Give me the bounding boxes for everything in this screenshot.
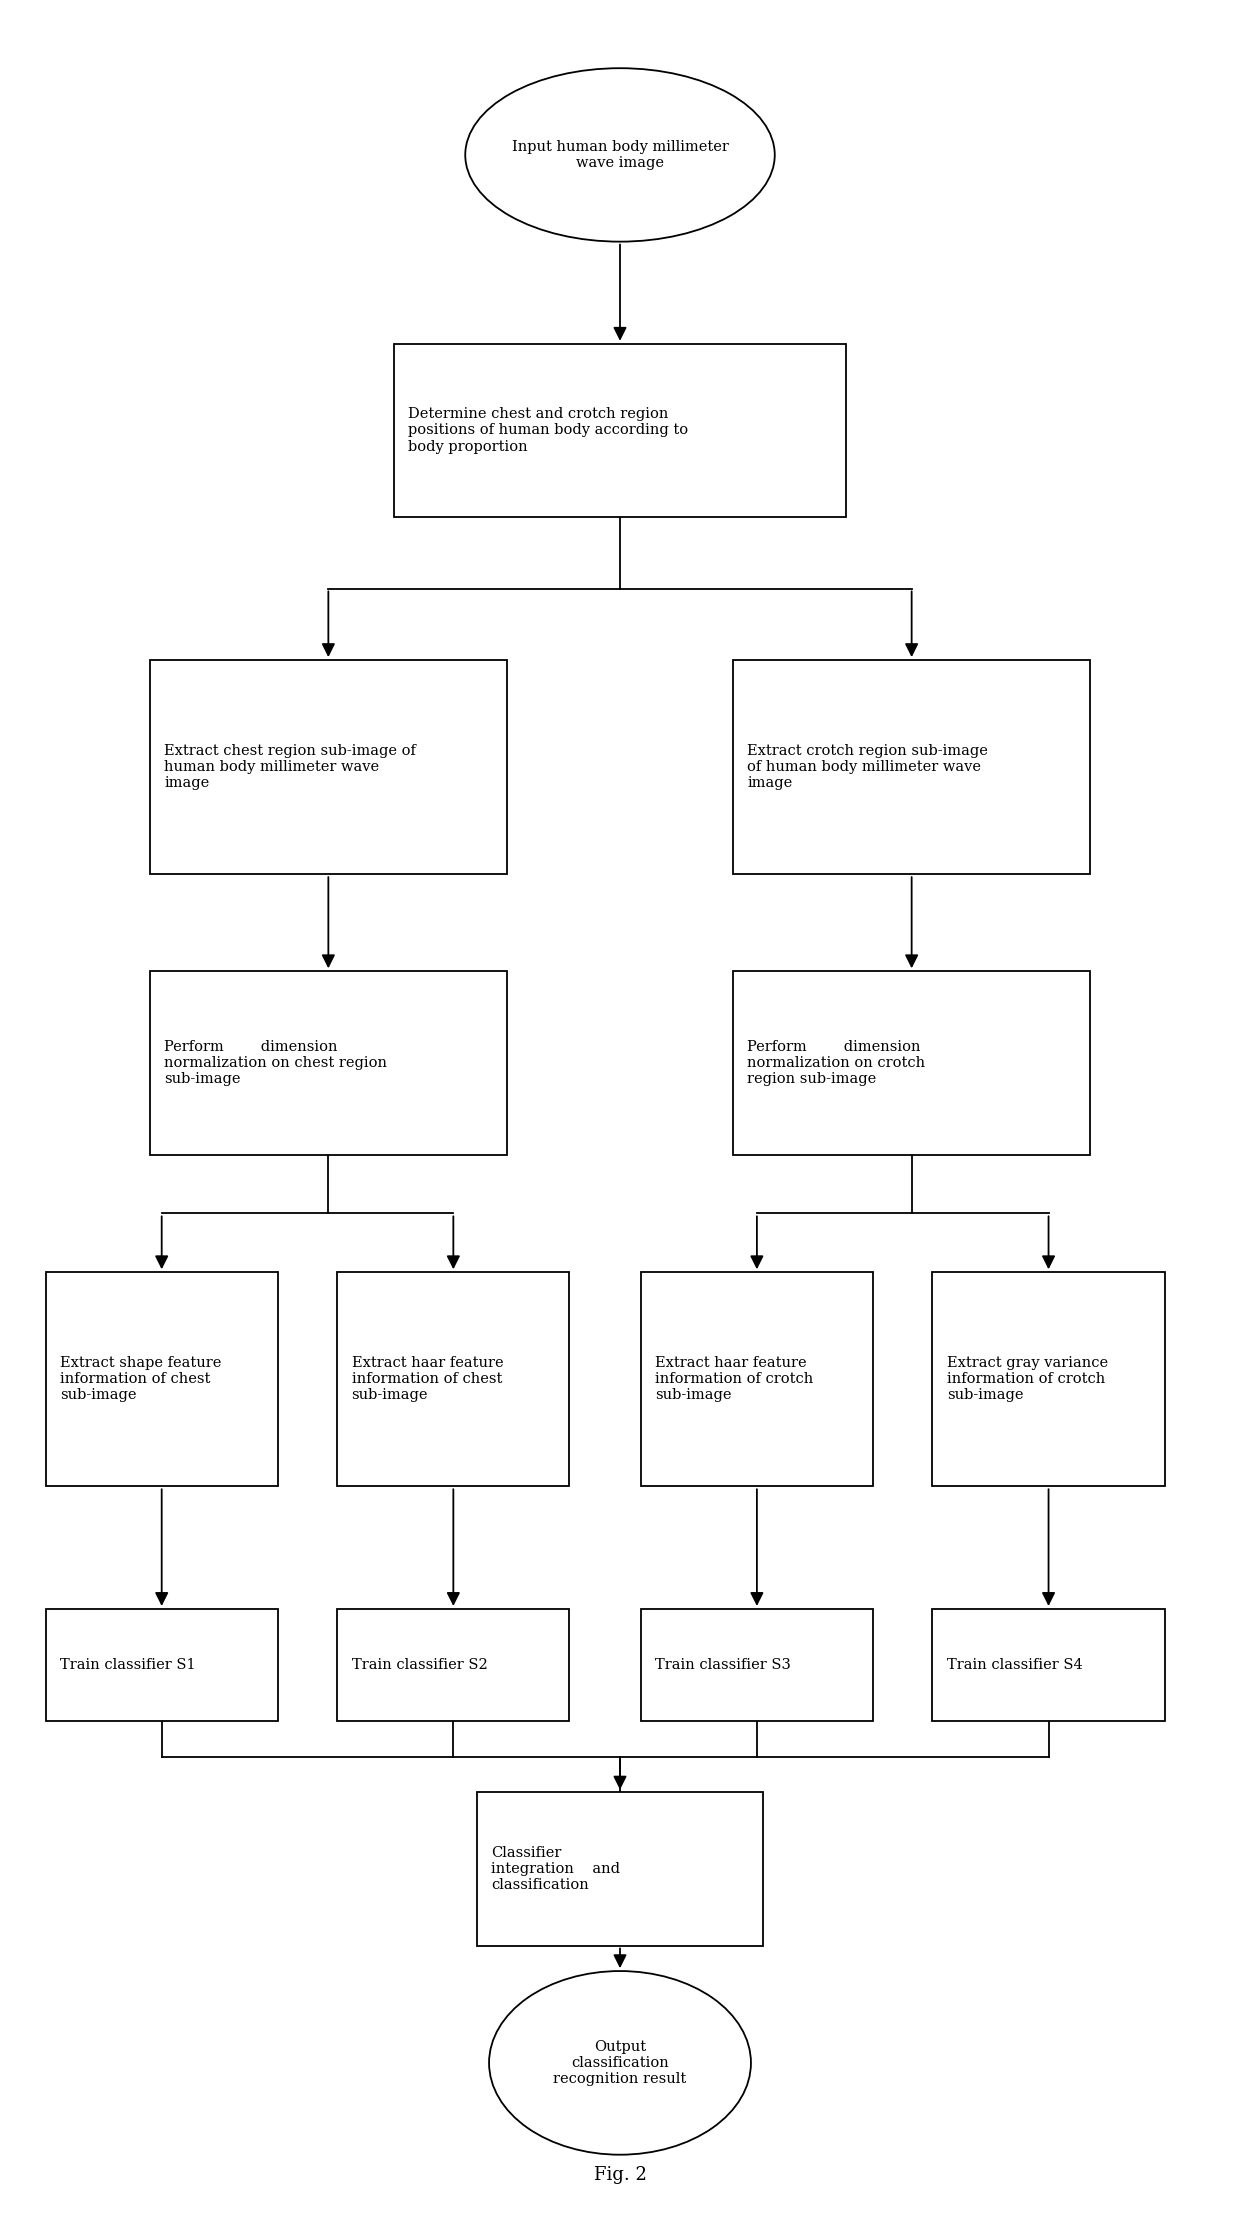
FancyBboxPatch shape [337, 1272, 569, 1486]
FancyBboxPatch shape [46, 1609, 278, 1720]
Text: Perform        dimension
normalization on crotch
region sub-image: Perform dimension normalization on crotc… [748, 1040, 925, 1087]
FancyBboxPatch shape [150, 971, 507, 1154]
FancyBboxPatch shape [641, 1609, 873, 1720]
Text: Classifier
integration    and
classification: Classifier integration and classificatio… [491, 1845, 620, 1892]
Text: Extract crotch region sub-image
of human body millimeter wave
image: Extract crotch region sub-image of human… [748, 744, 988, 791]
FancyBboxPatch shape [337, 1609, 569, 1720]
FancyBboxPatch shape [46, 1272, 278, 1486]
Text: Extract haar feature
information of crotch
sub-image: Extract haar feature information of crot… [655, 1357, 813, 1401]
FancyBboxPatch shape [733, 659, 1090, 873]
Text: Train classifier S3: Train classifier S3 [655, 1658, 791, 1671]
Ellipse shape [489, 1972, 751, 2154]
Text: Extract chest region sub-image of
human body millimeter wave
image: Extract chest region sub-image of human … [164, 744, 415, 791]
Text: Extract gray variance
information of crotch
sub-image: Extract gray variance information of cro… [947, 1357, 1107, 1401]
FancyBboxPatch shape [641, 1272, 873, 1486]
FancyBboxPatch shape [394, 343, 846, 517]
Text: Train classifier S4: Train classifier S4 [947, 1658, 1083, 1671]
FancyBboxPatch shape [733, 971, 1090, 1154]
Text: Fig. 2: Fig. 2 [594, 2166, 646, 2183]
FancyBboxPatch shape [932, 1272, 1164, 1486]
Text: Train classifier S1: Train classifier S1 [60, 1658, 196, 1671]
Text: Extract haar feature
information of chest
sub-image: Extract haar feature information of ches… [352, 1357, 503, 1401]
Text: Determine chest and crotch region
positions of human body according to
body prop: Determine chest and crotch region positi… [408, 408, 688, 455]
Text: Extract shape feature
information of chest
sub-image: Extract shape feature information of che… [60, 1357, 221, 1401]
FancyBboxPatch shape [150, 659, 507, 873]
Text: Input human body millimeter
wave image: Input human body millimeter wave image [512, 140, 728, 169]
Text: Train classifier S2: Train classifier S2 [352, 1658, 487, 1671]
FancyBboxPatch shape [477, 1794, 763, 1945]
FancyBboxPatch shape [932, 1609, 1164, 1720]
Text: Output
classification
recognition result: Output classification recognition result [553, 2039, 687, 2085]
Text: Perform        dimension
normalization on chest region
sub-image: Perform dimension normalization on chest… [164, 1040, 387, 1087]
Ellipse shape [465, 69, 775, 241]
